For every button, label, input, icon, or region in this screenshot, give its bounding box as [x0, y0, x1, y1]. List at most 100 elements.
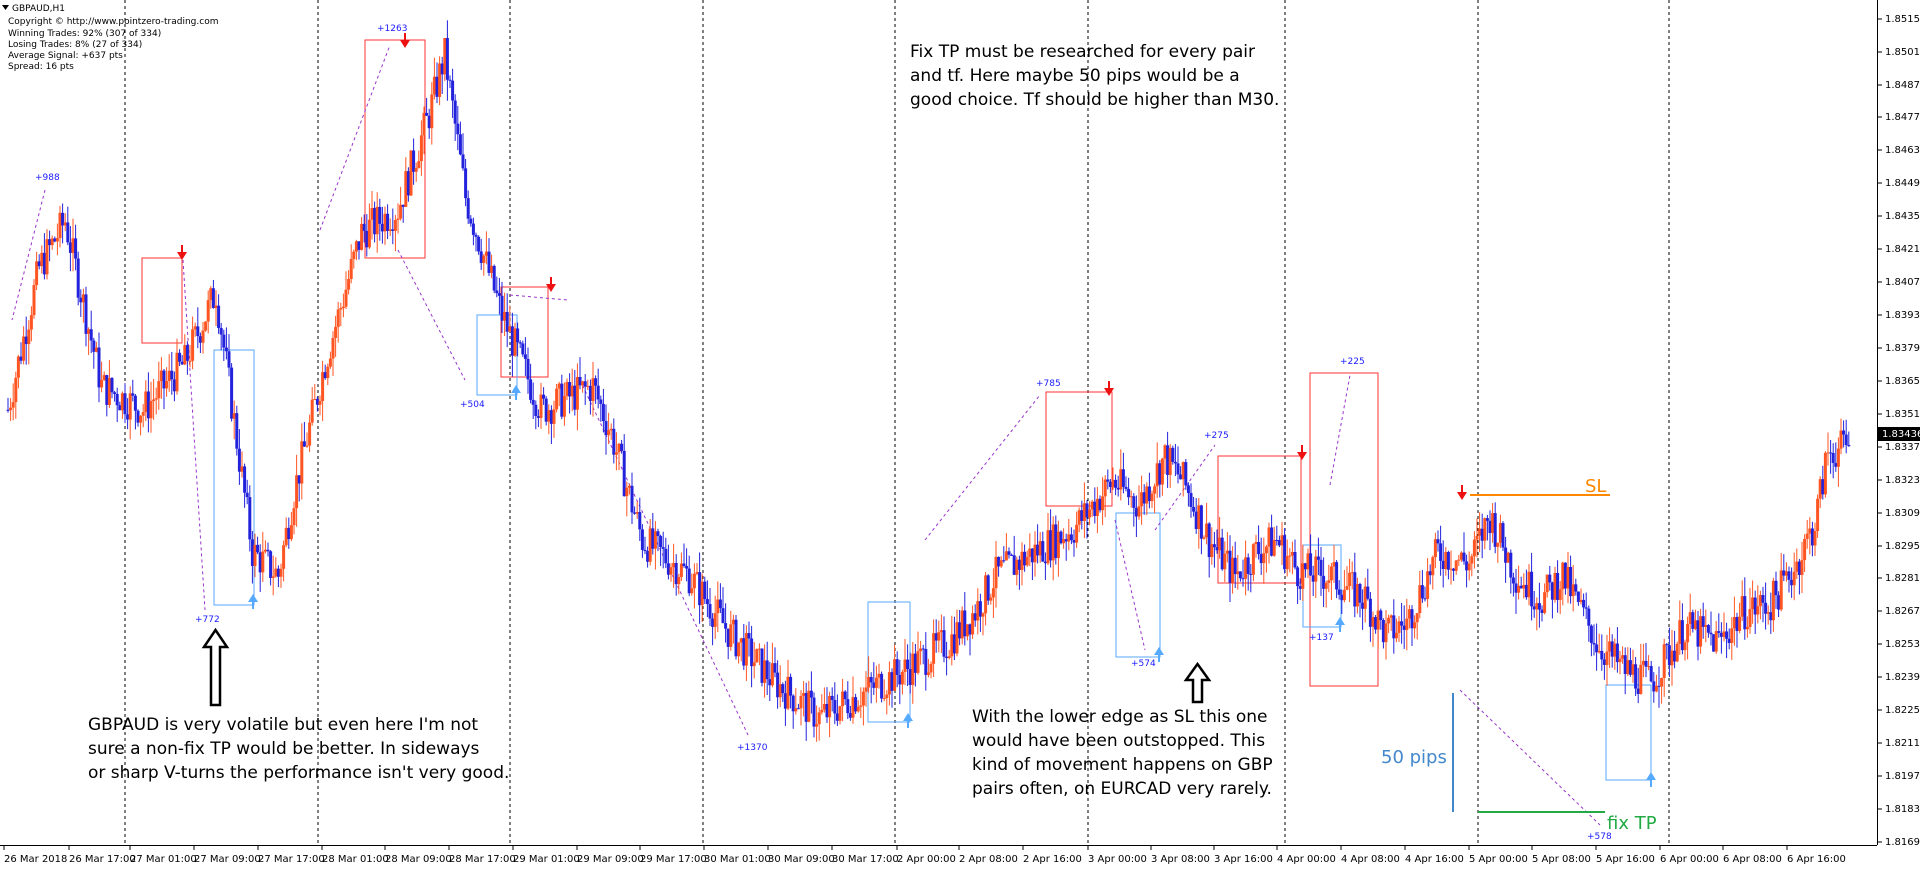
- signal-line: [1459, 689, 1601, 826]
- candle-body: [235, 413, 239, 449]
- candle-body: [1046, 530, 1050, 564]
- candle-body: [206, 300, 210, 322]
- candle-body: [1831, 452, 1835, 463]
- candle-body: [583, 381, 587, 387]
- candle-body: [903, 659, 907, 672]
- candle-body: [1290, 551, 1294, 556]
- candle-body: [1254, 542, 1258, 545]
- sell-arrow-icon: [1297, 452, 1307, 460]
- candle-body: [1212, 544, 1216, 548]
- candle-body: [1155, 463, 1159, 487]
- candle-body: [614, 452, 618, 455]
- profit-labels: +988 +772 +1263 +504 +1370 +785 +574 +275 +137 +2…: [35, 24, 1612, 842]
- candle-body: [1225, 550, 1229, 554]
- candle-body: [425, 112, 429, 116]
- candle-body: [976, 601, 980, 621]
- candle-body: [1132, 496, 1136, 508]
- candle-body: [799, 695, 803, 709]
- candle-body: [1179, 474, 1183, 480]
- candle-body: [393, 219, 397, 231]
- candle-body: [388, 229, 392, 231]
- candle-body: [833, 699, 837, 714]
- candle-body: [32, 285, 36, 316]
- candle-body: [1069, 534, 1073, 541]
- candle-body: [1062, 539, 1066, 544]
- candle-body: [370, 208, 374, 220]
- candle-body: [900, 671, 904, 685]
- buy-arrow-icon: [1154, 647, 1164, 655]
- candle-body: [45, 239, 49, 275]
- candle-body: [1548, 574, 1552, 583]
- candle-body: [856, 706, 860, 712]
- candle-body: [1439, 543, 1443, 561]
- candle-body: [778, 684, 782, 698]
- candle-body: [253, 544, 257, 566]
- candle-body: [435, 76, 439, 97]
- candle-body: [1511, 577, 1515, 584]
- candle-body: [461, 154, 465, 169]
- candle-body: [1813, 531, 1817, 546]
- sell-arrow-icon: [177, 252, 187, 260]
- candle-body: [1147, 486, 1151, 502]
- candle-body: [1166, 445, 1170, 475]
- candle-body: [1610, 641, 1614, 657]
- profit-label: +225: [1340, 357, 1365, 367]
- candle-body: [1444, 551, 1448, 569]
- candle-body: [495, 290, 499, 294]
- x-tick-label: 5 Apr 16:00: [1596, 854, 1655, 865]
- candle-body: [305, 445, 309, 447]
- x-tick-label: 3 Apr 08:00: [1151, 854, 1210, 865]
- candle-body: [1119, 469, 1123, 490]
- candle-body: [625, 487, 629, 497]
- signal-lines: [11, 44, 1601, 826]
- candle-body: [105, 375, 109, 405]
- candle-body: [648, 528, 652, 562]
- candle-body: [1023, 551, 1027, 566]
- candle-body: [482, 255, 486, 263]
- candle-body: [1298, 586, 1302, 589]
- candle-body: [633, 512, 637, 514]
- sell-signal-box: [1045, 391, 1113, 507]
- profit-label: +578: [1587, 832, 1612, 842]
- candle-body: [419, 135, 423, 162]
- candle-body: [250, 539, 254, 566]
- candle-body: [1049, 530, 1053, 561]
- candle-body: [1688, 612, 1692, 625]
- candle-body: [261, 551, 265, 573]
- candle-body: [269, 551, 273, 578]
- candle-body: [757, 648, 761, 650]
- candle-body: [193, 326, 197, 330]
- candle-body: [752, 662, 756, 667]
- candle-body: [1842, 430, 1846, 435]
- candle-body: [1285, 556, 1289, 570]
- candle-body: [1381, 619, 1385, 643]
- candle-body: [386, 213, 390, 231]
- candle-body: [851, 697, 855, 718]
- candle-body: [695, 572, 699, 574]
- candle-body: [1288, 555, 1292, 557]
- signal-line: [1154, 444, 1216, 531]
- candle-body: [1262, 553, 1266, 564]
- candle-body: [35, 261, 39, 286]
- candle-body: [144, 391, 148, 413]
- candle-body: [243, 466, 247, 493]
- candle-body: [1127, 488, 1131, 498]
- candle-body: [1670, 650, 1674, 666]
- candle-body: [1010, 554, 1014, 556]
- candle-body: [1236, 571, 1240, 575]
- candle-body: [1805, 533, 1809, 539]
- candle-body: [1241, 578, 1245, 580]
- candle-body: [1361, 602, 1365, 609]
- candle-body: [1753, 597, 1757, 615]
- candle-body: [622, 450, 626, 497]
- candle-body: [984, 575, 988, 614]
- hollow-up-arrow-icon: [1183, 661, 1212, 704]
- info-losing: Losing Trades: 8% (27 of 334): [8, 40, 142, 50]
- candle-body: [1761, 595, 1765, 603]
- candle-body: [718, 599, 722, 609]
- candle-body: [399, 204, 403, 219]
- y-tick-label: 1.84070: [1885, 277, 1920, 288]
- candle-body: [198, 336, 202, 343]
- profit-label: +988: [35, 173, 60, 183]
